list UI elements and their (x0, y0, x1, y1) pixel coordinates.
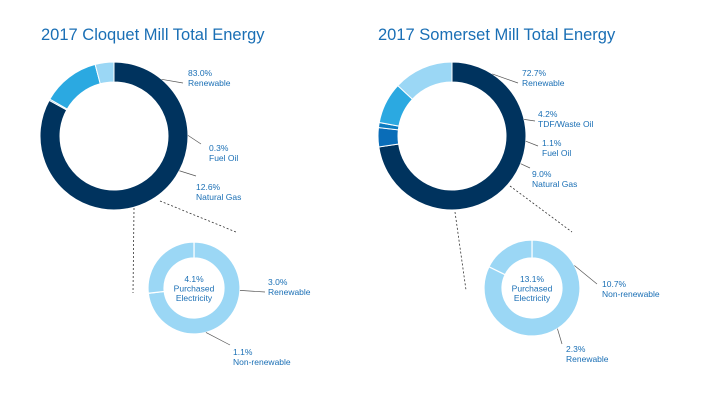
slice-percent: 0.3% (209, 143, 229, 153)
slice-name: Fuel Oil (209, 153, 238, 163)
callout-dotted-line (159, 200, 237, 233)
leader-line (179, 170, 197, 177)
chart-title: 2017 Cloquet Mill Total Energy (41, 26, 265, 44)
slice-percent: 2.3% (566, 344, 586, 354)
slice-label: 1.1% Non-renewable (233, 347, 291, 367)
slice-name: Non-renewable (602, 289, 660, 299)
chart-title: 2017 Somerset Mill Total Energy (378, 26, 616, 44)
slice-percent: 12.6% (196, 182, 221, 192)
slice-name: TDF/Waste Oil (538, 119, 594, 129)
center-label-line: Purchased (174, 284, 215, 294)
slice-percent: 1.1% (233, 347, 253, 357)
leader-line (187, 135, 202, 145)
slice-label: 2.3% Renewable (566, 344, 609, 364)
breakdown-slice-non-renewable (147, 241, 195, 294)
slice-purchased-electricity (94, 61, 115, 85)
slice-natural-gas (49, 63, 101, 110)
slice-percent: 72.7% (522, 68, 547, 78)
leader-line (574, 265, 598, 285)
slice-name: Fuel Oil (542, 148, 571, 158)
slice-name: Renewable (522, 78, 565, 88)
slice-percent: 3.0% (268, 277, 288, 287)
leader-line (492, 73, 519, 84)
leader-line (205, 332, 231, 346)
slice-name: Natural Gas (196, 192, 241, 202)
slice-purchased-electricity (397, 61, 453, 100)
center-percent: 13.1% (520, 274, 545, 284)
cloquet-chart-panel: 2017 Cloquet Mill Total Energy 83.0% Rene… (39, 26, 311, 367)
slice-label: 9.0% Natural Gas (532, 169, 577, 189)
slice-label: 12.6% Natural Gas (196, 182, 241, 202)
slice-label: 3.0% Renewable (268, 277, 311, 297)
slice-name: Renewable (268, 287, 311, 297)
breakdown-center-label: 13.1% Purchased Electricity (512, 274, 553, 303)
slice-percent: 83.0% (188, 68, 213, 78)
leader-line (239, 290, 266, 293)
somerset-chart-panel: 2017 Somerset Mill Total Energy 72.7% Ren… (352, 0, 704, 408)
center-label-line: Electricity (176, 293, 213, 303)
leader-line (161, 78, 184, 84)
slice-name: Renewable (566, 354, 609, 364)
center-label-line: Electricity (514, 293, 551, 303)
breakdown-center-label: 4.1% Purchased Electricity (174, 274, 215, 303)
slice-label: 72.7% Renewable (522, 68, 565, 88)
slice-label: 1.1% Fuel Oil (542, 138, 571, 158)
slice-percent: 1.1% (542, 138, 562, 148)
center-label-line: Purchased (512, 284, 553, 294)
slice-label: 0.3% Fuel Oil (209, 143, 238, 163)
breakdown-slice-renewable (147, 241, 241, 335)
breakdown-slice-renewable (488, 239, 533, 276)
slice-percent: 9.0% (532, 169, 552, 179)
callout-dotted-line (132, 207, 135, 294)
leader-line (520, 163, 531, 169)
slice-tdf-waste-oil (377, 126, 400, 148)
leader-line (525, 140, 539, 147)
slice-renewable (378, 61, 527, 211)
slice-name: Non-renewable (233, 357, 291, 367)
center-percent: 4.1% (184, 274, 204, 284)
slice-label: 10.7% Non-renewable (602, 279, 660, 299)
slice-percent: 10.7% (602, 279, 627, 289)
leader-line (524, 119, 536, 122)
slice-name: Renewable (188, 78, 231, 88)
slice-name: Natural Gas (532, 179, 577, 189)
breakdown-slice-non-renewable (483, 239, 581, 337)
slice-percent: 4.2% (538, 109, 558, 119)
slice-renewable (39, 61, 189, 211)
slice-label: 83.0% Renewable (188, 68, 231, 88)
callout-dotted-line (454, 211, 467, 291)
slice-label: 4.2% TDF/Waste Oil (538, 109, 594, 129)
leader-line (557, 328, 563, 345)
callout-dotted-line (509, 185, 573, 233)
